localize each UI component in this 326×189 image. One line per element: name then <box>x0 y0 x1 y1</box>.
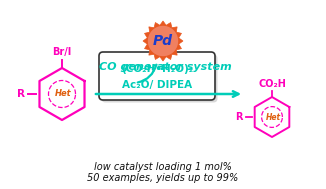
FancyBboxPatch shape <box>99 52 215 100</box>
Text: CO generator system: CO generator system <box>99 62 231 72</box>
Text: R: R <box>17 89 25 99</box>
FancyBboxPatch shape <box>101 54 217 102</box>
Text: Ac₂O/ DIPEA: Ac₂O/ DIPEA <box>122 80 192 90</box>
Text: R: R <box>235 112 243 122</box>
Text: (CO₂H•H₂O)₂: (CO₂H•H₂O)₂ <box>121 64 193 74</box>
Text: CO₂H: CO₂H <box>258 79 286 89</box>
Text: low catalyst loading 1 mol%: low catalyst loading 1 mol% <box>94 162 232 172</box>
FancyArrowPatch shape <box>96 91 238 97</box>
Text: Pd: Pd <box>153 34 173 48</box>
Text: Het: Het <box>265 112 281 122</box>
Text: Het: Het <box>55 90 71 98</box>
Polygon shape <box>143 21 183 61</box>
Text: 50 examples, yields up to 99%: 50 examples, yields up to 99% <box>87 173 239 183</box>
Polygon shape <box>148 26 178 56</box>
FancyArrowPatch shape <box>138 65 156 82</box>
Text: Br/I: Br/I <box>52 47 72 57</box>
